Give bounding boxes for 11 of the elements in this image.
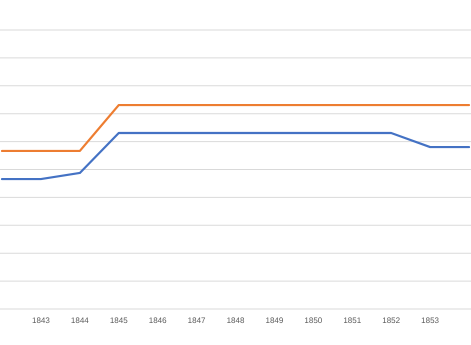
x-tick-label: 1847 [188, 316, 206, 325]
x-tick-label: 1852 [382, 316, 401, 325]
x-tick-label: 1843 [32, 316, 50, 325]
x-tick-label: 1846 [148, 316, 168, 325]
x-tick-label: 1844 [70, 316, 90, 325]
x-tick-label: 1848 [226, 316, 245, 325]
x-tick-label: 1850 [304, 316, 323, 325]
x-tick-label: 1851 [343, 316, 362, 325]
x-tick-label: 1845 [110, 316, 128, 325]
x-tick-label: 1849 [266, 316, 284, 325]
x-tick-label: 1853 [421, 316, 440, 325]
